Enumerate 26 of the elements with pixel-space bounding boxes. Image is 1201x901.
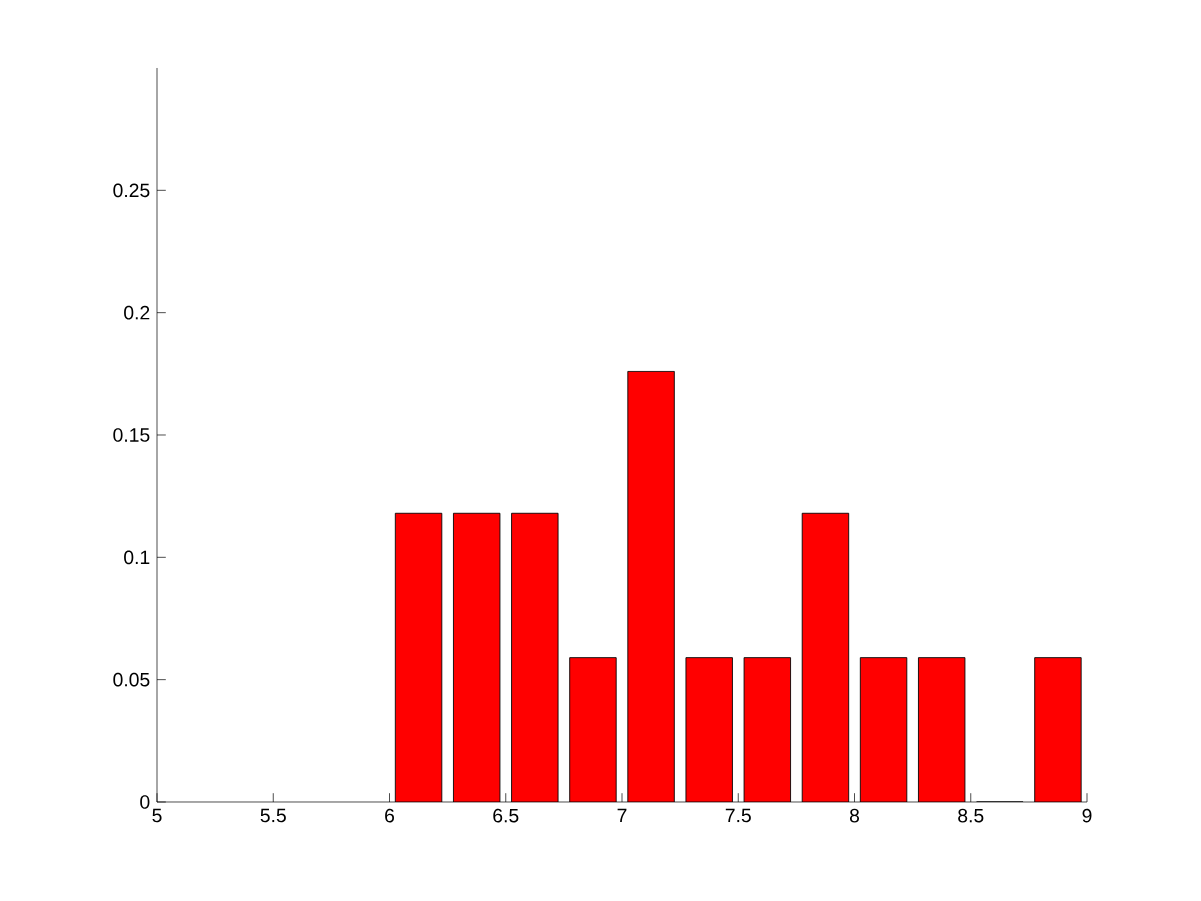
x-tick-label: 5 (152, 808, 162, 823)
bar (453, 512, 501, 802)
y-tick-label: 0.05 (113, 672, 150, 687)
bar (685, 657, 733, 802)
x-tick-label: 8 (849, 808, 860, 823)
bar (627, 370, 675, 802)
bar (918, 657, 966, 802)
bar (394, 512, 443, 802)
x-tick-label: 6.5 (493, 808, 519, 823)
bar (1034, 657, 1082, 802)
bar (511, 512, 559, 802)
y-tick-label: 0 (140, 795, 150, 809)
x-tick-label: 8.5 (958, 808, 984, 823)
bar (801, 512, 850, 802)
y-tick-label: 0.2 (124, 305, 150, 320)
x-tick-label: 7 (617, 808, 627, 823)
x-tick-label: 7.5 (725, 808, 751, 823)
y-tick-label: 0.1 (124, 550, 150, 565)
bar (569, 657, 617, 802)
bar (859, 657, 908, 802)
bar (743, 657, 792, 802)
x-tick-label: 5.5 (260, 808, 286, 823)
x-tick-label: 6 (385, 808, 395, 823)
y-tick-label: 0.15 (113, 428, 150, 442)
x-tick-label: 9 (1082, 808, 1092, 823)
y-tick-label: 0.25 (113, 183, 150, 198)
